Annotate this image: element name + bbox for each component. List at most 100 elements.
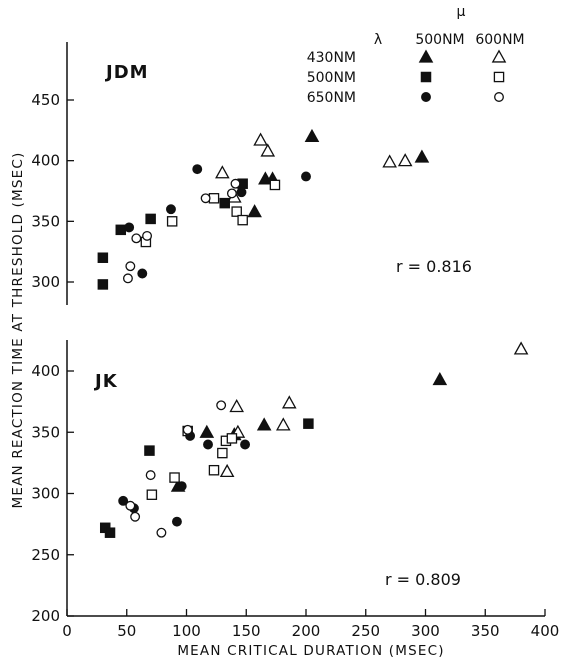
- legend-triangle-filled: [418, 49, 434, 63]
- point-triangle-open: [275, 417, 291, 431]
- point-square-open: [146, 489, 158, 500]
- point-square-open: [226, 433, 238, 444]
- point-square-filled: [115, 224, 127, 236]
- point-triangle-open: [397, 153, 413, 167]
- ticks-group: 0 50 100 150 200 250 300 350 400 300 350 400 450 200 2…: [31, 91, 559, 640]
- legend-circle-filled: [421, 92, 431, 102]
- x-tick-label: 400: [531, 622, 560, 640]
- point-square-filled: [144, 445, 155, 456]
- legend: λ μ 500NM 600NM 430NM 500NM 650NM: [307, 4, 525, 106]
- legend-row-500: 500NM: [307, 70, 356, 86]
- legend-mu: μ: [457, 4, 466, 20]
- point-circle-open: [145, 470, 156, 481]
- legend-square-filled: [420, 71, 432, 83]
- point-circle-filled: [171, 516, 182, 527]
- point-circle-filled: [236, 187, 247, 198]
- x-tick-label: 300: [411, 622, 440, 640]
- point-square-filled: [145, 213, 156, 225]
- point-circle-open: [130, 511, 141, 522]
- y-tick-label: 350: [31, 212, 60, 230]
- point-triangle-open: [215, 165, 230, 179]
- legend-row-650: 650NM: [307, 90, 356, 106]
- point-square-filled: [97, 279, 109, 290]
- point-circle-filled: [176, 481, 187, 492]
- point-circle-filled: [192, 164, 203, 175]
- x-tick-label: 50: [117, 622, 136, 640]
- y-tick-label: 300: [31, 273, 60, 291]
- legend-col-500: 500NM: [415, 32, 464, 48]
- legend-col-600: 600NM: [475, 32, 524, 48]
- point-circle-filled: [118, 495, 129, 506]
- point-triangle-open: [229, 398, 244, 413]
- point-circle-open: [200, 193, 211, 204]
- point-square-filled: [104, 527, 116, 538]
- point-circle-open: [131, 233, 142, 244]
- x-tick-label: 0: [62, 622, 72, 640]
- legend-square-open: [493, 71, 505, 83]
- x-axis-title: MEAN CRITICAL DURATION (MSEC): [177, 643, 444, 659]
- point-circle-open: [122, 273, 133, 284]
- point-circle-open: [156, 527, 167, 538]
- point-circle-filled: [124, 222, 135, 233]
- x-tick-label: 250: [351, 622, 380, 640]
- point-circle-open: [125, 261, 136, 272]
- point-circle-filled: [240, 439, 251, 450]
- point-square-open: [217, 447, 228, 459]
- r-value-top: r = 0.816: [396, 257, 472, 276]
- point-circle-filled: [301, 171, 311, 182]
- panel-label-bottom: JK: [93, 371, 118, 392]
- point-circle-open: [182, 424, 193, 435]
- point-triangle-filled: [304, 128, 320, 143]
- point-circle-filled: [137, 268, 148, 279]
- y-tick-label: 400: [31, 152, 60, 170]
- y-axis-title: MEAN REACTION TIME AT THRESHOLD (MSEC): [10, 152, 26, 509]
- point-square-open: [231, 206, 242, 217]
- point-triangle-open: [219, 463, 235, 478]
- panel-label-top: JDM: [104, 62, 149, 83]
- legend-row-430: 430NM: [307, 50, 356, 66]
- point-triangle-open: [253, 132, 268, 146]
- point-triangle-open: [281, 395, 297, 409]
- point-circle-filled: [166, 204, 176, 215]
- point-square-filled: [97, 252, 109, 263]
- x-tick-label: 350: [471, 622, 500, 640]
- point-triangle-filled: [432, 372, 448, 386]
- point-circle-open: [226, 188, 237, 199]
- y-tick-label: 350: [31, 423, 60, 441]
- legend-triangle-open: [491, 49, 507, 63]
- point-square-open: [208, 464, 220, 476]
- point-triangle-open: [382, 154, 397, 168]
- point-triangle-filled: [414, 149, 430, 163]
- point-triangle-filled: [199, 424, 215, 438]
- x-tick-label: 150: [232, 622, 261, 640]
- point-triangle-filled: [256, 417, 272, 431]
- y-tick-label: 200: [31, 607, 60, 625]
- point-square-filled: [303, 418, 314, 429]
- r-value-bottom: r = 0.809: [385, 570, 461, 589]
- point-triangle-open: [513, 341, 529, 355]
- x-tick-label: 200: [292, 622, 321, 640]
- point-circle-filled: [203, 439, 213, 450]
- point-square-open: [166, 216, 178, 227]
- point-square-open: [169, 472, 180, 483]
- point-triangle-filled: [247, 204, 262, 218]
- point-square-open: [208, 193, 220, 204]
- axes-group: [66, 42, 545, 617]
- point-circle-open: [125, 500, 136, 511]
- legend-marks: [418, 49, 507, 102]
- point-circle-open: [230, 178, 241, 189]
- point-circle-open: [142, 230, 153, 241]
- point-triangle-open: [260, 143, 276, 157]
- marks-group: [97, 128, 529, 538]
- legend-circle-open: [494, 92, 504, 102]
- y-tick-label: 250: [31, 546, 60, 564]
- x-tick-label: 100: [172, 622, 201, 640]
- point-square-open: [269, 179, 281, 191]
- point-square-filled: [219, 197, 230, 209]
- point-circle-open: [216, 400, 227, 411]
- point-square-open: [237, 214, 248, 226]
- y-tick-label: 450: [31, 91, 60, 109]
- y-tick-label: 300: [31, 485, 60, 503]
- legend-lambda: λ: [374, 32, 382, 48]
